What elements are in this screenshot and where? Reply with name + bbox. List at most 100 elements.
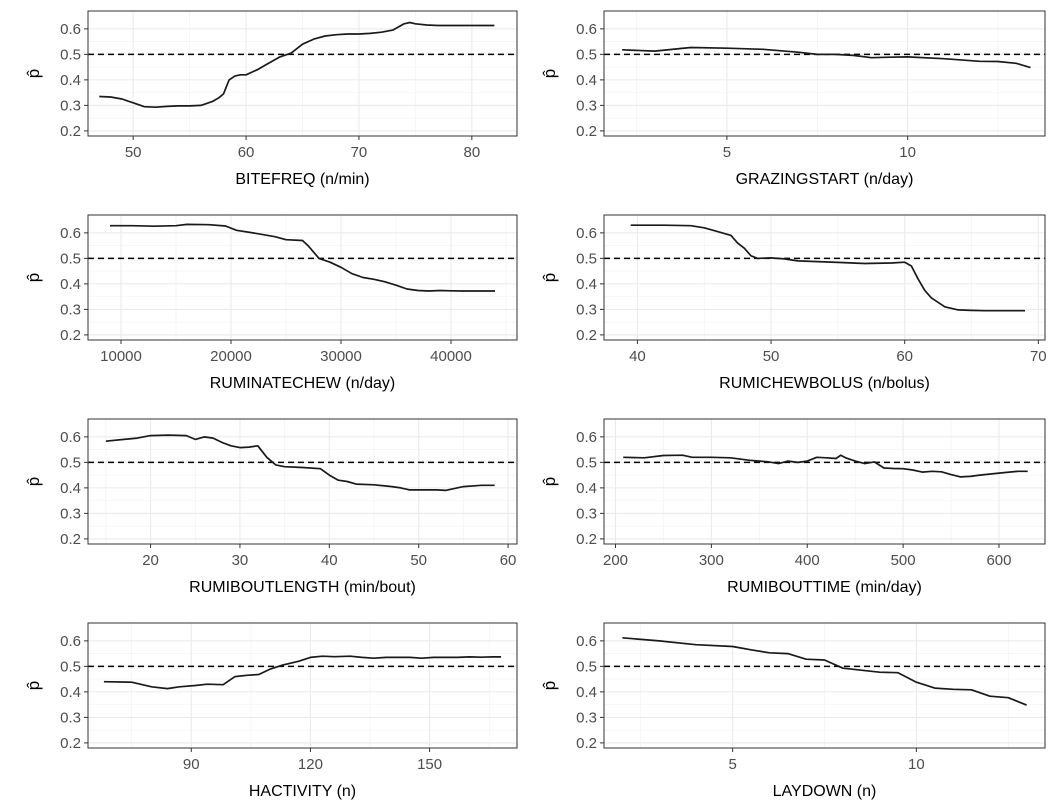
x-tick-label: 60	[500, 552, 517, 569]
y-axis-title: p̂	[24, 681, 43, 690]
y-tick-label: 0.5	[60, 454, 81, 471]
panel-border	[87, 622, 518, 749]
y-tick-label: 0.2	[576, 123, 597, 140]
y-tick-label: 0.3	[60, 301, 81, 318]
x-tick-label: 10	[899, 144, 916, 161]
y-tick-label: 0.6	[576, 21, 597, 38]
x-axis-title: RUMINATECHEW (n/day)	[210, 375, 396, 392]
y-tick-label: 0.3	[576, 301, 597, 318]
x-tick-label: 40	[321, 552, 338, 569]
y-tick-label: 0.2	[576, 735, 597, 752]
x-tick-label: 120	[298, 756, 323, 773]
y-tick-label: 0.4	[576, 276, 597, 293]
plot-background	[88, 419, 517, 544]
series-line	[630, 224, 1025, 312]
x-axis-title: LAYDOWN (n)	[773, 783, 877, 800]
x-axis-title: RUMIBOUTLENGTH (min/bout)	[189, 579, 416, 596]
y-tick-label: 0.5	[576, 658, 597, 675]
x-tick-label: 600	[986, 552, 1011, 569]
x-tick-label: 20000	[210, 348, 252, 365]
y-tick-label: 0.6	[576, 429, 597, 446]
y-tick-label: 0.5	[60, 46, 81, 63]
plot-background	[604, 419, 1045, 544]
x-tick-label: 400	[795, 552, 820, 569]
panel-border	[87, 10, 518, 137]
y-tick-label: 0.5	[576, 454, 597, 471]
x-tick-label: 70	[351, 144, 368, 161]
panel-6: 0.2 0.3 0.4 0.5 0.6 200 300 400 500 600 RUMIBOUTTI…	[540, 418, 1046, 596]
y-axis-title: p̂	[540, 69, 559, 78]
y-tick-label: 0.6	[576, 633, 597, 650]
x-tick-label: 90	[183, 756, 200, 773]
x-tick-label: 40	[629, 348, 646, 365]
y-tick-label: 0.6	[60, 633, 81, 650]
x-tick-label: 5	[723, 144, 731, 161]
y-tick-label: 0.6	[60, 429, 81, 446]
x-tick-label: 30	[232, 552, 249, 569]
y-tick-label: 0.3	[60, 505, 81, 522]
y-axis-title: p̂	[24, 477, 43, 486]
y-tick-label: 0.2	[60, 123, 81, 140]
x-axis-title: GRAZINGSTART (n/day)	[736, 171, 914, 188]
y-tick-label: 0.3	[576, 709, 597, 726]
plot-background	[88, 623, 517, 748]
x-tick-label: 200	[603, 552, 628, 569]
x-tick-label: 40000	[430, 348, 472, 365]
y-axis-title: p̂	[540, 681, 559, 690]
y-tick-label: 0.6	[576, 225, 597, 242]
panel-2: 0.2 0.3 0.4 0.5 0.6 5 10 GRAZINGSTART (n/day) p̂	[540, 10, 1046, 188]
x-tick-label: 20	[142, 552, 159, 569]
panel-1: 0.2 0.3 0.4 0.5 0.6 50 60 70 80 BITEFREQ (n/min) p…	[24, 10, 518, 188]
y-tick-label: 0.4	[576, 72, 597, 89]
y-tick-label: 0.5	[60, 658, 81, 675]
x-tick-label: 300	[699, 552, 724, 569]
y-tick-label: 0.5	[576, 250, 597, 267]
y-tick-label: 0.5	[576, 46, 597, 63]
x-tick-label: 30000	[320, 348, 362, 365]
panel-border	[87, 418, 518, 545]
series-line	[622, 46, 1031, 69]
y-tick-label: 0.2	[60, 735, 81, 752]
series-line	[623, 454, 1028, 478]
y-tick-label: 0.2	[60, 531, 81, 548]
panel-3: 0.2 0.3 0.4 0.5 0.6 10000 20000 30000 40000 RUMIN…	[24, 214, 518, 392]
panel-border	[603, 10, 1046, 137]
series-line	[622, 636, 1027, 706]
y-tick-label: 0.4	[576, 480, 597, 497]
x-axis-title: RUMICHEWBOLUS (n/bolus)	[719, 375, 930, 392]
x-axis-title: RUMIBOUTTIME (min/day)	[727, 579, 922, 596]
panel-4: 0.2 0.3 0.4 0.5 0.6 40 50 60 70 RUMICHEWBOLUS (n/…	[540, 214, 1047, 392]
y-axis-title: p̂	[24, 273, 43, 282]
y-tick-label: 0.4	[60, 72, 81, 89]
panel-border	[603, 418, 1046, 545]
panel-5: 0.2 0.3 0.4 0.5 0.6 20 30 40 50 60 RUMIBOUTLENGTH …	[24, 418, 518, 596]
x-tick-label: 150	[417, 756, 442, 773]
y-tick-label: 0.3	[60, 709, 81, 726]
y-tick-label: 0.4	[60, 276, 81, 293]
series-line	[105, 434, 495, 492]
y-tick-label: 0.4	[576, 684, 597, 701]
x-tick-label: 10000	[100, 348, 142, 365]
series-line	[103, 655, 502, 690]
x-tick-label: 80	[463, 144, 480, 161]
x-tick-label: 10	[908, 756, 925, 773]
y-tick-label: 0.2	[576, 327, 597, 344]
y-axis-title: p̂	[540, 273, 559, 282]
y-tick-label: 0.6	[60, 21, 81, 38]
y-tick-label: 0.4	[60, 480, 81, 497]
x-tick-label: 50	[763, 348, 780, 365]
y-tick-label: 0.5	[60, 250, 81, 267]
x-axis-title: HACTIVITY (n)	[249, 783, 356, 800]
y-tick-label: 0.3	[60, 97, 81, 114]
x-axis-title: BITEFREQ (n/min)	[235, 171, 369, 188]
x-tick-label: 500	[891, 552, 916, 569]
panel-7: 0.2 0.3 0.4 0.5 0.6 90 120 150 HACTIVITY (n) p̂	[24, 622, 518, 800]
panel-border	[603, 214, 1046, 341]
plot-background	[604, 11, 1045, 136]
x-tick-label: 50	[410, 552, 427, 569]
x-tick-label: 60	[238, 144, 255, 161]
plot-background	[88, 215, 517, 340]
y-tick-label: 0.6	[60, 225, 81, 242]
x-tick-label: 50	[125, 144, 142, 161]
